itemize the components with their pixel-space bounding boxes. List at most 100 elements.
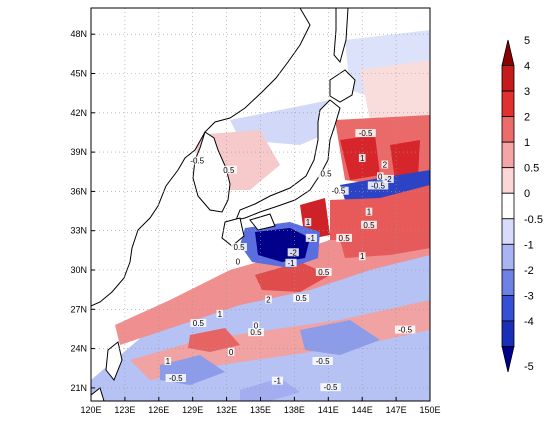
contour-label: 0.5 — [233, 243, 245, 252]
contour-label: -0.5 — [359, 129, 373, 138]
asian-continent — [90, 7, 311, 307]
lon-tick-label: 126E — [148, 405, 169, 415]
kuroshio-positive-band — [330, 185, 430, 240]
lon-tick-label: 147E — [386, 405, 407, 415]
contour-label-bg — [304, 218, 312, 227]
lat-tick-label: 24N — [70, 344, 87, 354]
colorbar: 5 4 3 2 1 0.5 0 -0.5 -1 -2 -3 -4 -5 — [501, 35, 543, 373]
contour-label: 0.5 — [339, 234, 351, 243]
contour-label-bg — [190, 319, 207, 328]
southern-positive-core — [255, 262, 330, 292]
contour-label: 1 — [367, 208, 372, 217]
contour-label-bg — [367, 181, 389, 190]
japan-kyushu — [221, 217, 245, 247]
contour-label: 0 — [229, 348, 234, 357]
colorbar-segment — [501, 65, 515, 92]
contour-label: 2 — [266, 295, 271, 304]
contour-label: -1 — [274, 377, 282, 386]
southern-negative-pocket — [300, 320, 380, 355]
colorbar-segment — [501, 218, 515, 245]
contour-label-bg — [265, 295, 272, 304]
contour-label: 0 — [378, 172, 383, 181]
landmasses — [90, 7, 356, 402]
contour-label-bg — [358, 153, 366, 162]
contour-label: 0.5 — [318, 268, 330, 277]
contour-label-bg — [271, 376, 284, 385]
contour-label: 1 — [166, 357, 171, 366]
colorbar-label: 1 — [524, 137, 530, 149]
colorbar-label: -3 — [524, 290, 534, 302]
weak-positive-region — [360, 60, 430, 120]
contour-label-bg — [365, 207, 373, 216]
contour-label: -0.5 — [398, 326, 412, 335]
contour-label-bg — [376, 172, 384, 181]
lat-tick-label: 42N — [70, 108, 87, 118]
southern-positive-core — [188, 328, 240, 352]
colorbar-label: -4 — [524, 316, 534, 328]
contour-label-bg — [165, 374, 186, 383]
contour-label-bg — [216, 309, 224, 318]
colorbar-label: -5 — [524, 361, 534, 373]
colorbar-segment — [501, 141, 515, 169]
contour-label: -2 — [385, 175, 393, 184]
contour-label: 0.5 — [223, 166, 235, 175]
colorbar-label: 0.5 — [524, 163, 539, 175]
lon-tick-label: 120E — [80, 405, 101, 415]
contour-label-bg — [252, 321, 260, 330]
taiwan-island — [105, 341, 123, 381]
contour-label-bg — [312, 357, 333, 366]
contour-label-bg — [328, 186, 349, 195]
contour-label-bg — [287, 248, 299, 257]
contour-label-bg — [293, 294, 310, 303]
contour-labels: -0.50.5-0.50.5-0.510-0.52-210.50.511-10.… — [164, 129, 416, 392]
contour-label-bg — [285, 258, 297, 267]
lat-tick-label: 48N — [70, 29, 87, 39]
colorbar-segment — [501, 90, 515, 118]
contour-label: -0.5 — [332, 187, 346, 196]
contour-label: -0.5 — [190, 157, 204, 166]
contour-label: 1 — [360, 252, 365, 261]
contour-label-bg — [187, 156, 208, 165]
contour-label: 2 — [383, 161, 388, 170]
lon-tick-label: 123E — [114, 405, 135, 415]
colorbar-label: -1 — [524, 239, 534, 251]
colorbar-label: 3 — [524, 86, 530, 98]
contour-label-bg — [227, 347, 235, 356]
contour-label: 1 — [218, 310, 223, 319]
contour-label-bg — [234, 257, 242, 266]
contour-label: -0.5 — [316, 357, 330, 366]
colorbar-segment — [501, 167, 515, 194]
contour-label-bg — [355, 129, 376, 138]
lat-tick-label: 45N — [70, 69, 87, 79]
contour-label-bg — [220, 165, 237, 174]
contour-label-bg — [320, 383, 341, 392]
lon-tick-label: 144E — [352, 405, 373, 415]
lon-tick-label: 150E — [419, 405, 440, 415]
contour-label: 0.5 — [363, 221, 375, 230]
contour-label: 0.5 — [296, 294, 308, 303]
japan-shikoku — [249, 213, 276, 231]
kuroshio-strong-positive — [390, 140, 420, 180]
contour-label: 0.5 — [320, 170, 332, 179]
contour-label-bg — [381, 160, 389, 169]
colorbar-segment — [501, 320, 515, 347]
contour-label: -0.5 — [169, 374, 183, 383]
lon-tick-label: 132E — [216, 405, 237, 415]
contour-label: -1 — [287, 259, 295, 268]
colorbar-segment — [501, 192, 515, 220]
contour-label: 0.5 — [250, 328, 262, 337]
contour-label: 0 — [254, 322, 259, 331]
lat-tick-label: 36N — [70, 186, 87, 196]
contour-label-bg — [382, 174, 394, 183]
contour-label-bg — [231, 243, 247, 252]
colorbar-label: 2 — [524, 112, 530, 124]
contour-label: 1 — [360, 154, 365, 163]
contour-label-bg — [318, 169, 334, 178]
colorbar-cap-top — [501, 39, 515, 66]
lon-tick-label: 141E — [318, 405, 339, 415]
lon-tick-label: 135E — [250, 405, 271, 415]
colorbar-segment — [501, 269, 515, 296]
contour-label: 0 — [236, 257, 241, 266]
colorbar-label: 4 — [524, 61, 530, 73]
